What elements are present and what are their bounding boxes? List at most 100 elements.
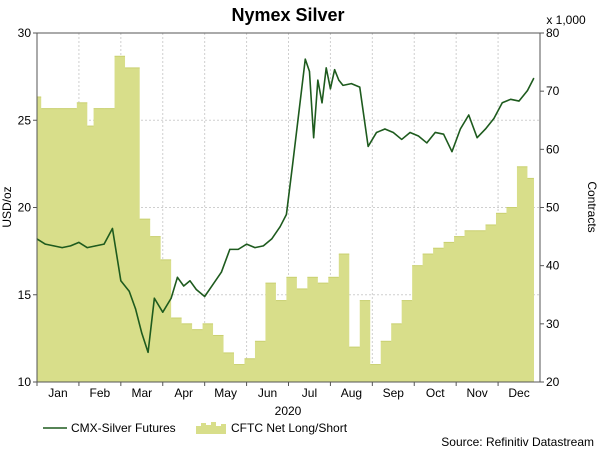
month-label-feb: Feb — [90, 386, 111, 400]
silver-point-57 — [451, 151, 453, 153]
left-axis-label: USD/oz — [0, 186, 14, 227]
chart-title: Nymex Silver — [231, 5, 344, 25]
legend-swatch-cftc — [196, 422, 226, 434]
month-label-sep: Sep — [383, 386, 405, 400]
month-label-may: May — [214, 386, 237, 400]
year-label: 2020 — [275, 404, 302, 418]
silver-point-50 — [392, 131, 394, 134]
left-tick-label-30: 30 — [18, 26, 32, 40]
silver-line — [36, 58, 535, 354]
silver-point-2 — [53, 245, 55, 247]
right-tick-label-70: 70 — [546, 84, 560, 98]
month-label-jul: Jul — [302, 386, 317, 400]
right-tick-label-80: 80 — [546, 26, 560, 40]
left-axis-ticks: 10 15 20 25 30 — [18, 26, 37, 389]
silver-point-39 — [321, 102, 323, 104]
silver-point-61 — [484, 128, 487, 130]
silver-point-38 — [317, 79, 319, 81]
legend-label-cftc: CFTC Net Long/Short — [231, 421, 348, 435]
source-note: Source: Refinitiv Datastream — [441, 435, 594, 449]
month-label-aug: Aug — [341, 386, 362, 400]
silver-point-66 — [526, 89, 529, 92]
legend-label-silver: CMX-Silver Futures — [71, 421, 176, 435]
silver-point-55 — [434, 131, 436, 134]
silver-point-24 — [220, 271, 223, 273]
silver-point-19 — [183, 285, 185, 287]
silver-point-42 — [334, 69, 336, 71]
left-tick-label-25: 25 — [18, 113, 32, 127]
silver-point-51 — [401, 138, 403, 141]
silver-point-43 — [338, 79, 340, 81]
legend-item-cftc: CFTC Net Long/Short — [196, 421, 348, 435]
right-tick-label-30: 30 — [546, 317, 560, 331]
silver-point-23 — [212, 283, 214, 285]
silver-point-37 — [313, 137, 315, 139]
silver-point-3 — [61, 247, 63, 249]
silver-point-65 — [518, 100, 520, 102]
silver-point-18 — [176, 276, 179, 278]
silver-point-27 — [245, 243, 248, 245]
silver-point-4 — [69, 245, 72, 247]
silver-point-56 — [442, 133, 445, 135]
silver-point-10 — [120, 280, 122, 282]
silver-point-40 — [325, 67, 327, 69]
month-label-mar: Mar — [131, 386, 152, 400]
silver-point-44 — [342, 84, 344, 86]
left-tick-label-15: 15 — [18, 288, 32, 302]
silver-line-layer — [36, 58, 535, 354]
legend: CMX-Silver Futures CFTC Net Long/Short — [43, 421, 348, 435]
silver-point-45 — [350, 83, 352, 85]
silver-point-28 — [254, 247, 256, 249]
silver-point-11 — [128, 290, 130, 292]
month-axis-ticks: Jan Feb Mar Apr May Jun Jul Aug Sep Oct Nov Dec — [36, 382, 530, 400]
silver-point-14 — [147, 351, 149, 353]
silver-point-63 — [501, 102, 503, 104]
silver-point-16 — [162, 311, 164, 313]
silver-point-29 — [262, 245, 264, 247]
silver-point-60 — [476, 137, 478, 139]
silver-point-8 — [103, 243, 105, 245]
silver-point-9 — [111, 227, 114, 230]
silver-point-64 — [510, 98, 512, 100]
month-label-jun: Jun — [258, 386, 277, 400]
silver-point-58 — [459, 128, 461, 130]
silver-point-46 — [359, 86, 361, 88]
silver-point-59 — [468, 114, 470, 116]
silver-point-15 — [153, 297, 155, 299]
silver-point-34 — [298, 110, 300, 113]
month-label-oct: Oct — [426, 386, 445, 400]
silver-point-32 — [285, 213, 288, 216]
right-axis-label: Contracts — [585, 181, 599, 232]
right-tick-label-20: 20 — [546, 375, 560, 389]
silver-point-7 — [95, 245, 97, 247]
month-label-jan: Jan — [48, 386, 67, 400]
silver-point-36 — [308, 70, 311, 72]
right-axis-ticks: 20 30 40 50 60 70 80 — [540, 26, 560, 389]
silver-point-54 — [426, 142, 428, 144]
silver-point-1 — [44, 243, 46, 245]
silver-point-47 — [367, 145, 369, 148]
silver-point-31 — [279, 226, 281, 228]
month-label-apr: Apr — [174, 386, 193, 400]
silver-point-13 — [141, 332, 143, 334]
silver-point-17 — [170, 297, 172, 299]
silver-point-53 — [417, 135, 420, 137]
right-tick-label-50: 50 — [546, 201, 560, 215]
plot-area — [36, 32, 541, 383]
silver-point-12 — [134, 308, 137, 310]
silver-point-62 — [493, 117, 495, 120]
silver-point-26 — [237, 248, 239, 250]
right-axis-multiplier: x 1,000 — [546, 13, 586, 27]
silver-point-5 — [78, 241, 80, 243]
silver-point-35 — [304, 58, 306, 60]
silver-point-21 — [195, 288, 197, 291]
month-label-dec: Dec — [508, 386, 529, 400]
left-tick-label-10: 10 — [18, 375, 32, 389]
right-tick-label-60: 60 — [546, 142, 560, 156]
silver-point-30 — [271, 238, 273, 240]
left-tick-label-20: 20 — [18, 201, 32, 215]
silver-point-20 — [189, 280, 191, 282]
silver-point-22 — [204, 295, 206, 298]
month-label-nov: Nov — [466, 386, 487, 400]
